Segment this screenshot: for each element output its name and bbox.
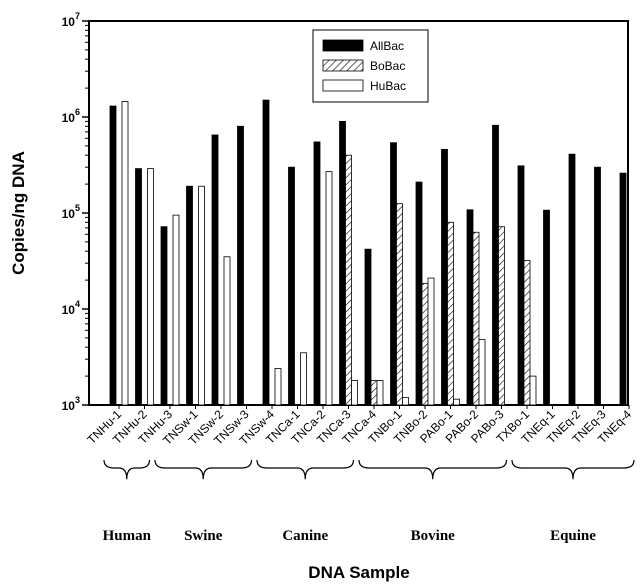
group-brace-human bbox=[103, 459, 151, 480]
bar-allbac-tnbo-2 bbox=[415, 181, 423, 406]
legend: AllBac BoBac HuBac bbox=[312, 29, 429, 103]
y-axis-title: Copies/ng DNA bbox=[9, 151, 28, 275]
group-label-equine: Equine bbox=[550, 528, 596, 544]
bar-allbac-tnca-2 bbox=[313, 141, 321, 406]
group-label-human: Human bbox=[103, 528, 152, 544]
bar-hubac-pabo-1 bbox=[453, 398, 460, 406]
bar-allbac-tnbo-1 bbox=[390, 142, 397, 406]
bar-bobac-pabo-2 bbox=[472, 231, 480, 406]
bar-allbac-tneq-4 bbox=[619, 172, 627, 406]
legend-swatch-hubac bbox=[322, 79, 364, 92]
bar-hubac-tnsw-1 bbox=[198, 185, 205, 406]
bar-allbac-tnsw-4 bbox=[262, 99, 270, 406]
bar-allbac-tnhu-1 bbox=[109, 105, 117, 406]
legend-swatch-allbac bbox=[322, 39, 364, 52]
legend-label-hubac: HuBac bbox=[370, 79, 406, 93]
y-tick-label: 105 bbox=[62, 203, 80, 221]
bar-allbac-tnca-4 bbox=[364, 248, 372, 406]
bar-allbac-tnsw-1 bbox=[186, 185, 193, 406]
group-brace-swine bbox=[154, 459, 253, 480]
bar-allbac-pabo-2 bbox=[466, 209, 474, 406]
group-label-bovine: Bovine bbox=[411, 528, 456, 544]
bar-allbac-pabo-1 bbox=[441, 148, 448, 406]
bar-allbac-tnsw-2 bbox=[211, 134, 219, 406]
y-tick-label: 106 bbox=[62, 107, 80, 125]
bar-hubac-tnbo-2 bbox=[427, 277, 435, 406]
bar-hubac-tnsw-2 bbox=[223, 256, 231, 406]
bar-bobac-tnbo-2 bbox=[421, 282, 429, 406]
bar-allbac-tneq-3 bbox=[594, 166, 601, 406]
bar-bobac-tnbo-1 bbox=[396, 203, 403, 406]
y-tick-label: 104 bbox=[62, 299, 80, 317]
bar-allbac-tneq-1 bbox=[543, 209, 550, 406]
bar-allbac-tneq-2 bbox=[568, 153, 576, 406]
x-axis-title: DNA Sample bbox=[308, 563, 409, 582]
bar-allbac-tnca-3 bbox=[339, 120, 346, 406]
bar-allbac-tnsw-3 bbox=[237, 125, 244, 406]
group-brace-equine bbox=[511, 459, 635, 480]
bar-allbac-tnca-1 bbox=[288, 166, 295, 406]
bar-hubac-tnbo-1 bbox=[402, 396, 409, 406]
bar-allbac-tnhu-2 bbox=[135, 168, 142, 406]
bar-allbac-txbo-1 bbox=[517, 165, 525, 406]
bar-hubac-pabo-2 bbox=[478, 339, 486, 406]
bar-hubac-tnca-2 bbox=[325, 171, 333, 406]
bar-hubac-tnhu-3 bbox=[172, 214, 180, 406]
bar-hubac-txbo-1 bbox=[529, 375, 537, 406]
bar-bobac-tnca-3 bbox=[345, 154, 352, 406]
group-brace-bovine bbox=[358, 459, 508, 480]
bar-bobac-pabo-3 bbox=[498, 226, 505, 406]
bar-bobac-txbo-1 bbox=[523, 260, 531, 406]
bar-hubac-tnhu-2 bbox=[147, 168, 154, 406]
plot-area bbox=[82, 20, 630, 409]
bar-hubac-tnca-3 bbox=[351, 380, 358, 406]
bar-allbac-pabo-3 bbox=[492, 124, 499, 406]
y-tick-label: 103 bbox=[62, 395, 80, 413]
legend-label-allbac: AllBac bbox=[370, 39, 404, 53]
bar-hubac-tnhu-1 bbox=[121, 101, 129, 406]
bar-allbac-tnhu-3 bbox=[160, 226, 168, 406]
bar-hubac-tnca-1 bbox=[300, 352, 307, 406]
bar-hubac-tnsw-4 bbox=[274, 368, 282, 406]
legend-label-bobac: BoBac bbox=[370, 59, 405, 73]
group-label-canine: Canine bbox=[282, 528, 328, 544]
bar-hubac-tnca-4 bbox=[376, 380, 384, 406]
bar-bobac-tnca-4 bbox=[370, 380, 378, 406]
group-brace-canine bbox=[256, 459, 355, 480]
bar-bobac-pabo-1 bbox=[447, 221, 454, 406]
y-tick-label: 107 bbox=[62, 11, 80, 29]
legend-swatch-bobac bbox=[322, 59, 364, 72]
group-label-swine: Swine bbox=[184, 528, 223, 544]
